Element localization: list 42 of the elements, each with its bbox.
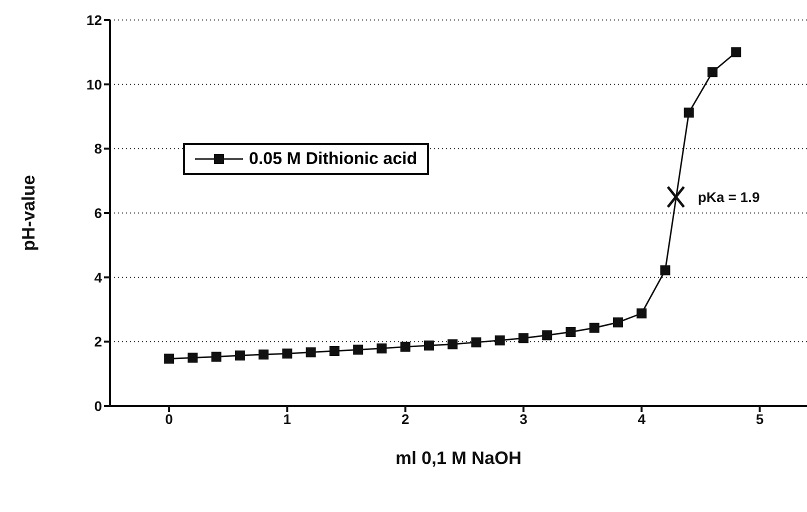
point <box>612 317 623 328</box>
point <box>471 337 482 348</box>
point <box>684 108 694 118</box>
y-tick-label: 6 <box>94 204 102 221</box>
point <box>329 346 340 356</box>
x-tick-label: 2 <box>401 410 410 427</box>
point <box>234 350 245 360</box>
point <box>376 343 387 354</box>
point <box>731 47 742 58</box>
x-tick-label: 4 <box>638 410 646 427</box>
point <box>400 342 410 352</box>
x-tick-label: 0 <box>165 410 174 427</box>
point <box>518 333 528 344</box>
point <box>707 67 718 78</box>
y-tick-label: 8 <box>94 140 102 157</box>
point <box>211 352 222 362</box>
annotation: pKa = 1.9 <box>698 188 760 205</box>
x-tick-label: 5 <box>756 410 764 427</box>
x-axis-title: ml 0,1 M NaOH <box>395 448 522 468</box>
point <box>660 265 670 276</box>
y-tick-label: 12 <box>86 12 102 28</box>
point <box>542 330 552 340</box>
point <box>636 308 647 318</box>
y-axis-title: pH-value <box>18 174 38 252</box>
point <box>566 327 576 338</box>
y-tick-label: 10 <box>86 76 102 92</box>
point <box>424 340 434 351</box>
y-tick-label: 0 <box>94 398 102 414</box>
point <box>282 348 292 359</box>
point <box>448 339 458 350</box>
point <box>306 347 316 358</box>
y-tick-label: 4 <box>94 269 102 286</box>
point <box>258 350 269 360</box>
point <box>589 322 600 333</box>
point <box>494 335 505 346</box>
x-tick-label: 3 <box>520 410 528 427</box>
legend-label: 0.05 M Dithionic acid <box>249 149 418 169</box>
point <box>188 352 198 363</box>
x-tick-label: 1 <box>283 410 292 427</box>
point <box>164 354 174 364</box>
point <box>353 344 364 355</box>
y-tick-label: 2 <box>94 334 102 350</box>
